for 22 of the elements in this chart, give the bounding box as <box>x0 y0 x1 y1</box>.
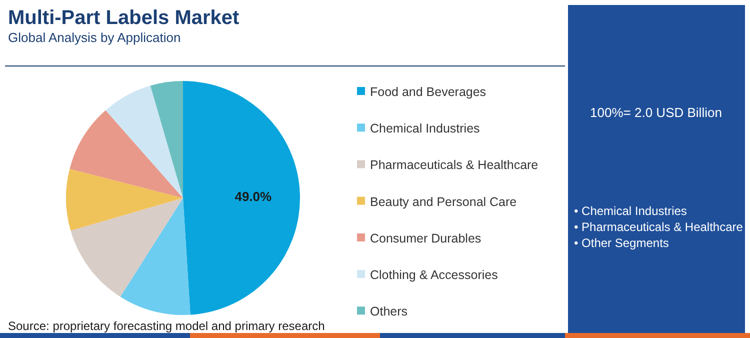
chart-title: Multi-Part Labels Market <box>8 7 240 29</box>
source-note: Source: proprietary forecasting model and primary research <box>8 319 325 333</box>
pie-slice <box>150 81 183 198</box>
legend-label: Food and Beverages <box>370 85 486 99</box>
legend-label: Clothing & Accessories <box>370 268 498 282</box>
legend-label: Others <box>370 304 408 319</box>
data-label: 49.0% <box>234 188 272 204</box>
pie-slice <box>106 86 183 198</box>
pie-slice <box>66 168 183 231</box>
pie-slice <box>120 198 190 315</box>
pie-slice <box>70 110 183 198</box>
text: 100%= 2.0 USD Billion <box>590 105 722 120</box>
text: • Pharmaceuticals & Healthcare <box>574 220 744 234</box>
text: • Other Segments <box>574 236 669 250</box>
text: • Chemical Industries <box>574 204 687 218</box>
legend-label: Beauty and Personal Care <box>370 194 517 209</box>
legend-label: Consumer Durables <box>370 231 482 246</box>
chart-subtitle: Global Analysis by Application <box>8 30 181 45</box>
legend-label: Pharmaceuticals & Healthcare <box>370 158 538 172</box>
legend-label: Chemical Industries <box>370 122 480 136</box>
pie-slice <box>183 81 300 315</box>
pie-slice <box>70 198 183 297</box>
